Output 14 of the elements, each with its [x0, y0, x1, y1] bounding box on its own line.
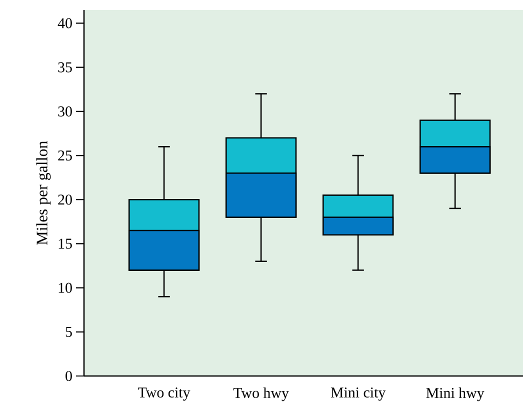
y-tick-label: 20 [58, 194, 72, 205]
y-tick-label: 25 [58, 150, 72, 161]
x-tick-label: Two hwy [233, 388, 289, 402]
y-tick-label: 35 [58, 62, 72, 72]
x-tick-label: Two city [138, 388, 190, 401]
y-axis-title: Miles per gallon [36, 141, 51, 245]
y-tick-label: 0 [66, 370, 72, 382]
y-tick-label: 5 [66, 326, 72, 337]
y-tick-label: 15 [58, 238, 72, 249]
y-tick-label: 10 [58, 282, 72, 293]
y-tick-label: 30 [58, 106, 72, 116]
x-tick-label: Mini hwy [426, 388, 484, 402]
y-tick-label: 40 [58, 18, 72, 28]
x-tick-label: Mini city [330, 388, 386, 401]
